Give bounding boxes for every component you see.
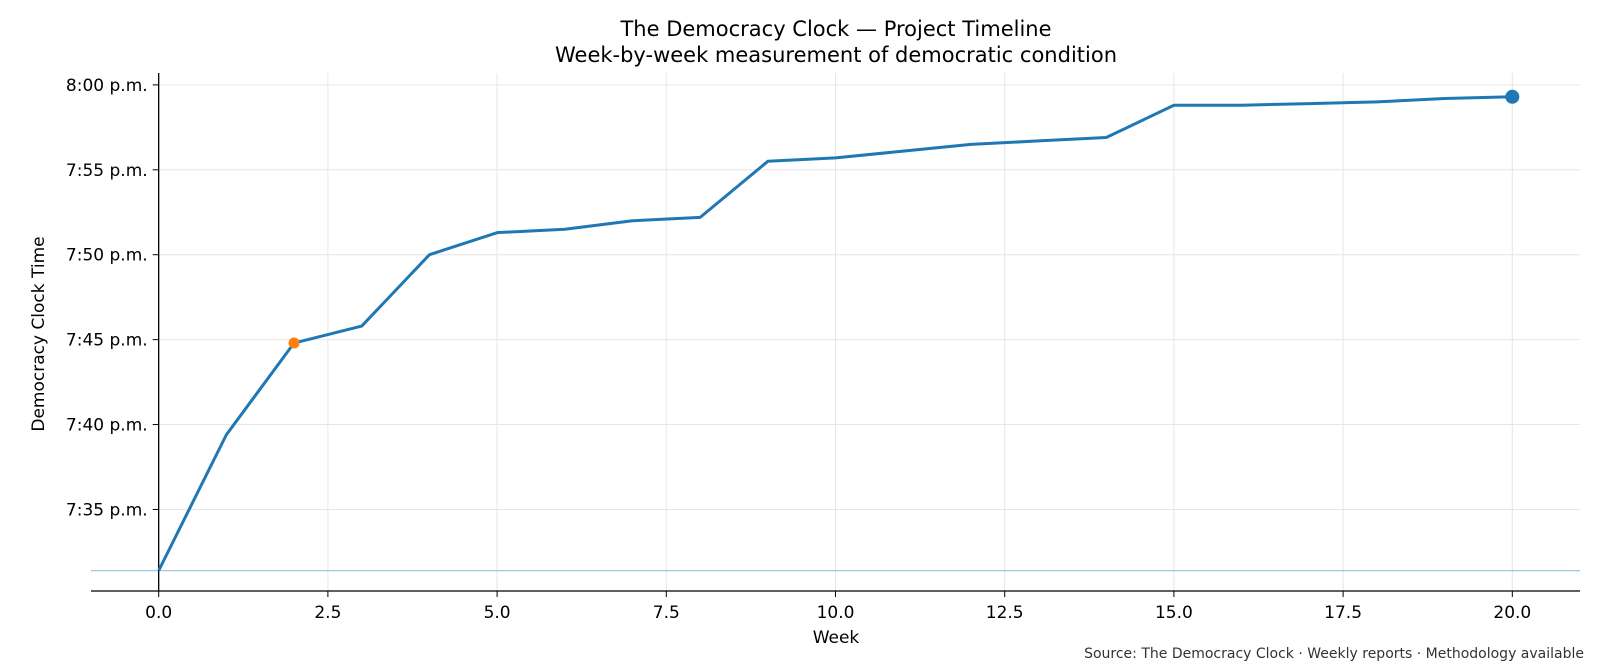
y-tick-label-5: 8:00 p.m.	[66, 76, 148, 96]
x-axis-label: Week	[813, 628, 860, 648]
highlight-point-1	[1505, 89, 1520, 104]
y-tick-label-4: 7:55 p.m.	[66, 161, 148, 181]
x-tick-label-6: 15.0	[1155, 603, 1193, 623]
x-tick-label-4: 10.0	[817, 603, 855, 623]
y-tick-label-3: 7:50 p.m.	[66, 246, 148, 266]
y-axis-ticks: 7:35 p.m. 7:40 p.m. 7:45 p.m. 7:50 p.m. 7:55…	[66, 76, 159, 520]
y-tick-label-0: 7:35 p.m.	[66, 500, 148, 520]
chart-title: The Democracy Clock — Project Timeline	[619, 17, 1051, 41]
series-layer	[157, 95, 1513, 572]
y-tick-label-2: 7:45 p.m.	[66, 331, 148, 351]
x-tick-label-7: 17.5	[1324, 603, 1362, 623]
grid	[158, 73, 1580, 591]
x-tick-label-5: 12.5	[986, 603, 1024, 623]
source-note: Source: The Democracy Clock · Weekly rep…	[1084, 646, 1584, 662]
chart-subtitle: Week-by-week measurement of democratic c…	[555, 43, 1117, 67]
x-axis-ticks: 0.0 2.5 5.0 7.5 10.0 12.5 15.0 17.5 20.0	[145, 591, 1531, 623]
y-axis-label: Democracy Clock Time	[29, 236, 49, 431]
highlight-points	[288, 89, 1520, 349]
x-tick-label-1: 2.5	[314, 603, 341, 623]
highlight-point-0	[288, 337, 300, 349]
x-tick-label-3: 7.5	[653, 603, 680, 623]
series-line-0	[157, 95, 1513, 572]
x-tick-label-0: 0.0	[145, 603, 172, 623]
x-tick-label-8: 20.0	[1493, 603, 1531, 623]
x-tick-label-2: 5.0	[484, 603, 511, 623]
y-tick-label-1: 7:40 p.m.	[66, 416, 148, 436]
